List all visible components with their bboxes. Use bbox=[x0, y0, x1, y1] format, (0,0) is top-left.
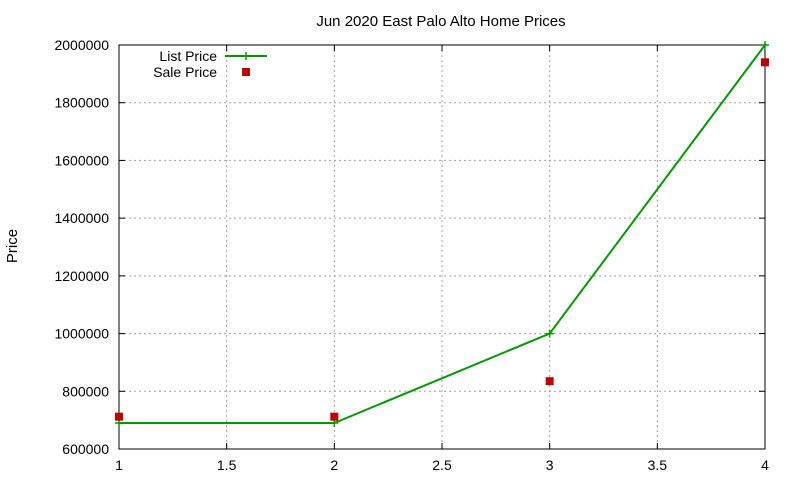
x-tick-label: 1 bbox=[115, 457, 123, 473]
data-point bbox=[330, 412, 339, 421]
legend-label: Sale Price bbox=[153, 64, 217, 80]
data-point bbox=[545, 329, 554, 338]
x-tick-label: 3 bbox=[546, 457, 554, 473]
y-tick-label: 1600000 bbox=[54, 152, 109, 168]
x-tick-label: 3.5 bbox=[648, 457, 668, 473]
chart-title: Jun 2020 East Palo Alto Home Prices bbox=[316, 13, 565, 30]
legend-label: List Price bbox=[159, 48, 217, 64]
x-tick-label: 2.5 bbox=[432, 457, 452, 473]
data-point bbox=[115, 412, 123, 421]
data-point bbox=[761, 41, 769, 49]
y-axis-label: Price bbox=[4, 229, 21, 263]
y-tick-label: 1400000 bbox=[54, 210, 109, 226]
y-tick-label: 800000 bbox=[62, 383, 109, 399]
plot-frame bbox=[118, 44, 766, 450]
legend-marker bbox=[242, 52, 250, 60]
x-tick-label: 2 bbox=[330, 457, 338, 473]
x-tick-label: 4 bbox=[761, 457, 769, 473]
data-point bbox=[545, 377, 554, 386]
y-tick-label: 1200000 bbox=[54, 268, 109, 284]
grid-lines bbox=[119, 45, 765, 449]
sale-price-series bbox=[115, 58, 769, 421]
series-line bbox=[119, 44, 766, 425]
tick-labels: 1 1.5 2 2.5 3 3.5 4 600000 800000 1000000 1200000 1… bbox=[54, 37, 769, 473]
y-tick-label: 2000000 bbox=[54, 37, 109, 53]
y-tick-label: 1800000 bbox=[54, 95, 109, 111]
legend-marker bbox=[242, 68, 250, 76]
y-tick-label: 600000 bbox=[62, 441, 109, 457]
data-point bbox=[761, 58, 769, 67]
data-series bbox=[115, 41, 769, 428]
x-tick-label: 1.5 bbox=[217, 457, 237, 473]
list-price-series bbox=[115, 41, 769, 428]
y-tick-label: 1000000 bbox=[54, 326, 109, 342]
